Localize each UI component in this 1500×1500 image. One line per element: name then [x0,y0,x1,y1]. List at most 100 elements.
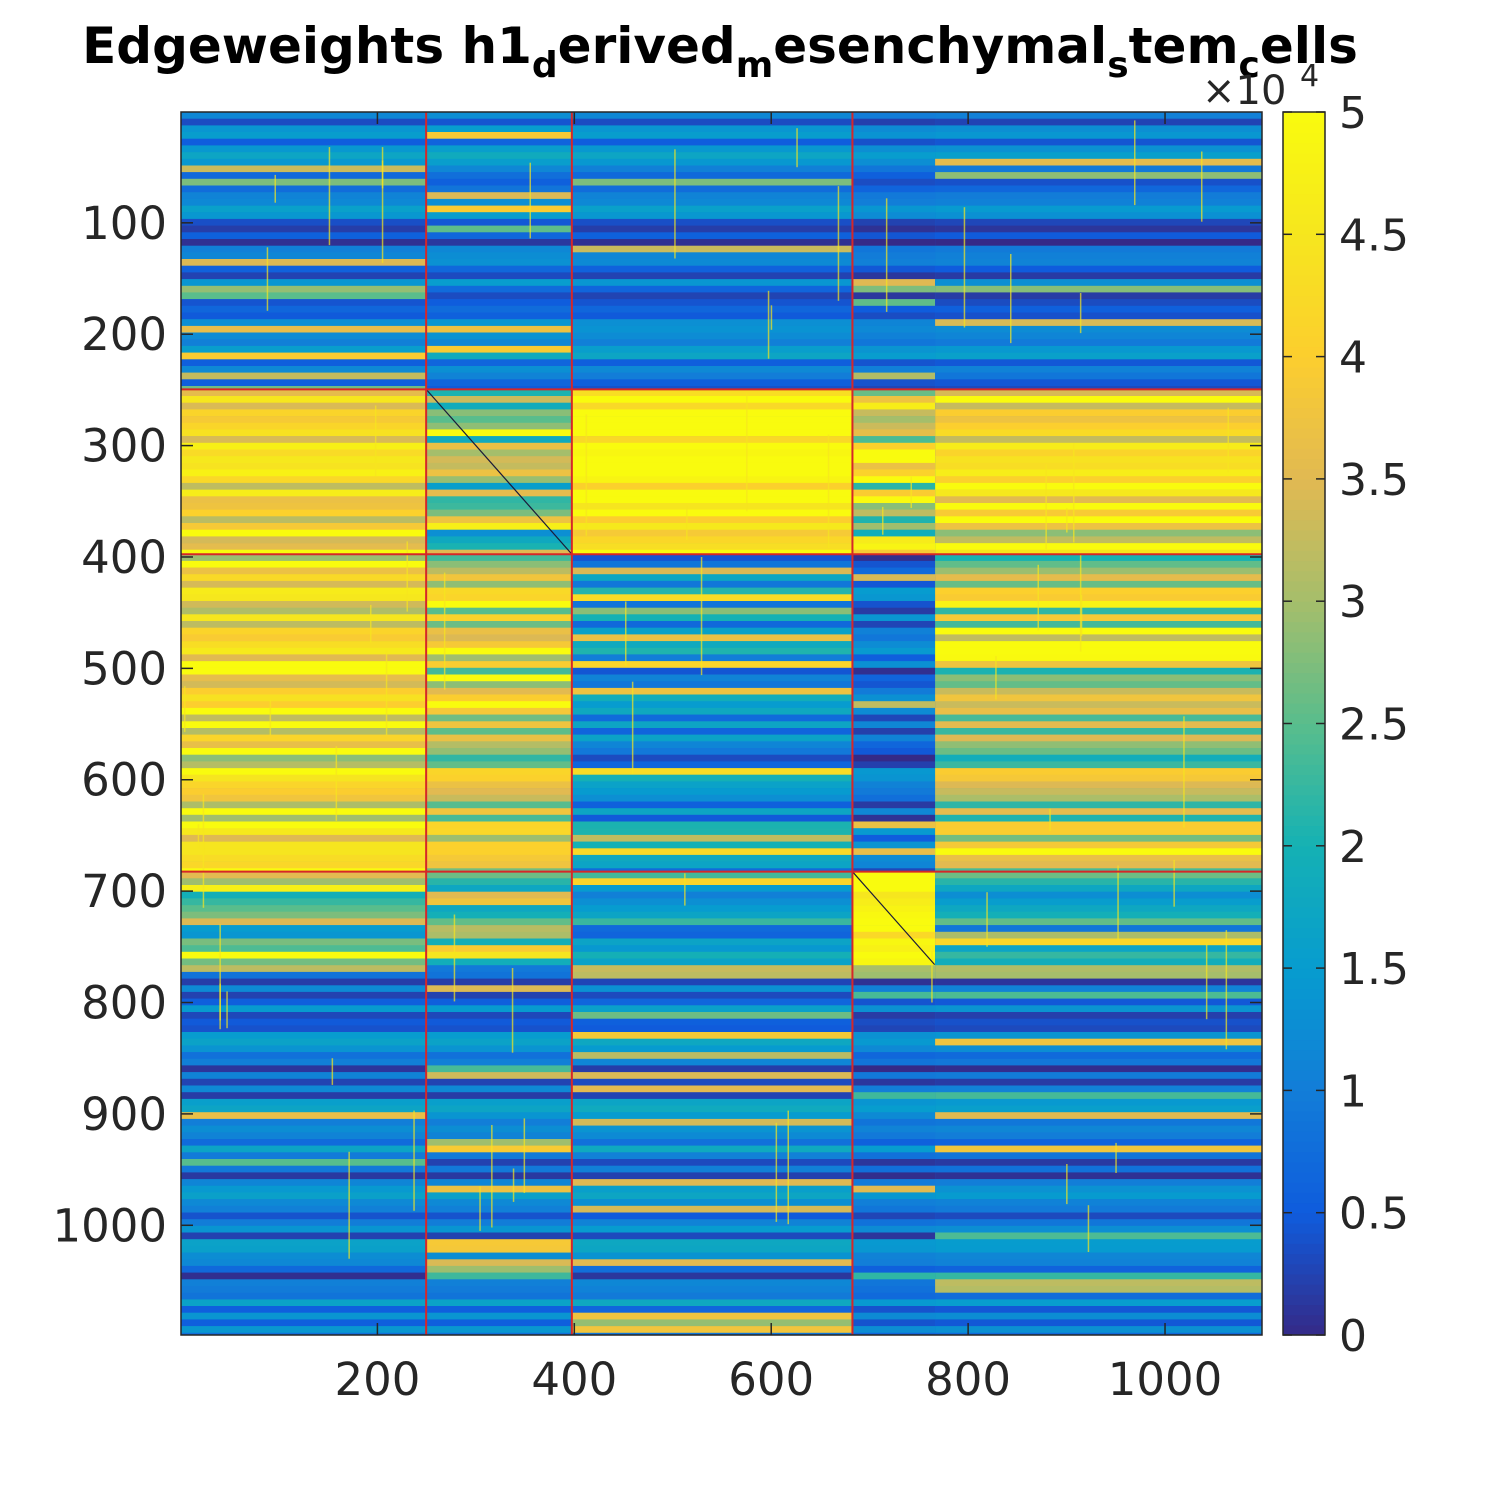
heatmap-cell-stripe [852,205,936,213]
heatmap-cell-stripe [935,1105,1262,1113]
heatmap-column-streak [374,405,377,477]
heatmap-cell-stripe [935,814,1262,822]
colorbar-swatch [1283,1131,1325,1142]
heatmap-column-streak [1080,594,1083,637]
heatmap-cell-stripe [571,489,853,497]
heatmap-cell-stripe [426,118,572,126]
heatmap-cell-stripe [426,1259,572,1267]
heatmap-cell-stripe [426,1132,572,1140]
heatmap-cell-stripe [426,1125,572,1133]
heatmap-cell-stripe [571,601,853,608]
heatmap-cell-stripe [852,781,936,789]
heatmap-cell-stripe [935,1199,1262,1207]
heatmap-cell-stripe [181,396,427,403]
title-subscript: c [1239,45,1260,86]
heatmap-cell-stripe [426,951,572,959]
heatmap-cell-stripe [426,245,572,253]
colorbar-swatch [1283,499,1325,511]
heatmap-cell-stripe [571,905,853,913]
heatmap-cell-stripe [852,429,936,437]
heatmap-cell-stripe [852,580,936,588]
heatmap-cell-stripe [571,145,853,153]
heatmap-cell-stripe [426,871,572,879]
y-tick-label: 500 [81,642,167,695]
heatmap-cell-stripe [571,641,853,649]
heatmap-cell-stripe [571,1272,853,1280]
heatmap-cell-stripe [181,1118,427,1126]
heatmap-cell-stripe [935,1038,1262,1046]
heatmap-cell-stripe [426,754,572,762]
heatmap-cell-stripe [571,272,853,280]
heatmap-cell-stripe [852,1052,936,1060]
heatmap-cell-stripe [852,299,936,307]
heatmap-cell-stripe [181,285,427,293]
heatmap-cell-stripe [935,911,1262,919]
heatmap-cell-stripe [852,285,936,293]
heatmap-cell-stripe [852,1152,936,1160]
colorbar-swatch [1283,478,1325,490]
colorbar-swatch [1283,1110,1325,1122]
heatmap-cell-stripe [935,259,1262,266]
heatmap-cell-stripe [571,774,853,782]
heatmap-cell-stripe [426,138,572,146]
heatmap-cell-stripe [571,496,853,504]
heatmap-cell-stripe [426,560,572,568]
heatmap-cell-stripe [181,1225,427,1233]
heatmap-cell-stripe [852,386,936,390]
colorbar-swatch [1283,1070,1325,1081]
colorbar-swatch [1283,112,1325,123]
heatmap-cell-stripe [181,402,427,410]
y-tick-label: 800 [81,977,167,1030]
heatmap-cell-stripe [571,422,853,430]
heatmap-cell-stripe [571,549,853,555]
heatmap-cell-stripe [852,516,936,524]
heatmap-cell-stripe [181,172,427,180]
heatmap-column-streak [335,746,338,821]
colorbar-swatch [1283,264,1325,276]
heatmap-cell-stripe [181,567,427,575]
heatmap-cell-stripe [852,239,936,246]
heatmap-cell-stripe [426,1292,572,1300]
colorbar-swatch [1283,346,1325,358]
heatmap-cell-stripe [181,312,427,320]
heatmap-cell-stripe [181,205,427,213]
colorbar-swatch [1283,244,1325,256]
colorbar-swatch [1283,234,1325,246]
colorbar-swatch [1283,1171,1325,1183]
heatmap-cell-stripe [935,1025,1262,1033]
heatmap-cell-stripe [181,1139,427,1146]
heatmap-column-streak [625,601,627,667]
heatmap-cell-stripe [426,774,572,782]
heatmap-cell-stripe [852,1159,936,1166]
heatmap-cell-stripe [181,931,427,939]
heatmap-cell-stripe [181,1005,427,1013]
heatmap-cell-stripe [935,594,1262,602]
heatmap-cell-stripe [426,489,572,497]
heatmap-cell-stripe [426,925,572,933]
heatmap-cell-stripe [181,1085,427,1093]
heatmap-cell-stripe [571,1032,853,1039]
heatmap-column-streak [1115,1142,1117,1173]
heatmap-cell-stripe [852,456,936,464]
heatmap-cell-stripe [571,627,853,635]
heatmap-cell-stripe [426,1058,572,1066]
heatmap-cell-stripe [852,965,936,973]
heatmap-cell-stripe [852,319,936,327]
heatmap-cell-stripe [571,402,853,410]
heatmap-cell-stripe [935,1332,1262,1336]
heatmap-cell-stripe [852,1225,936,1233]
heatmap-cell-stripe [571,516,853,524]
heatmap-cell-stripe [935,647,1262,655]
heatmap-column-streak [1205,943,1208,1020]
heatmap-cell-stripe [571,1125,853,1133]
heatmap-cell-stripe [935,574,1262,582]
colorbar-tick-label: 0 [1339,1311,1367,1362]
heatmap-cell-stripe [571,543,853,551]
colorbar-swatch [1283,815,1325,827]
heatmap-cell-stripe [852,1172,936,1180]
colorbar-swatch [1283,1090,1325,1102]
heatmap-cell-stripe [181,379,427,387]
heatmap-cell-stripe [426,781,572,789]
heatmap-cell-stripe [426,1012,572,1019]
heatmap-cell-stripe [852,801,936,809]
